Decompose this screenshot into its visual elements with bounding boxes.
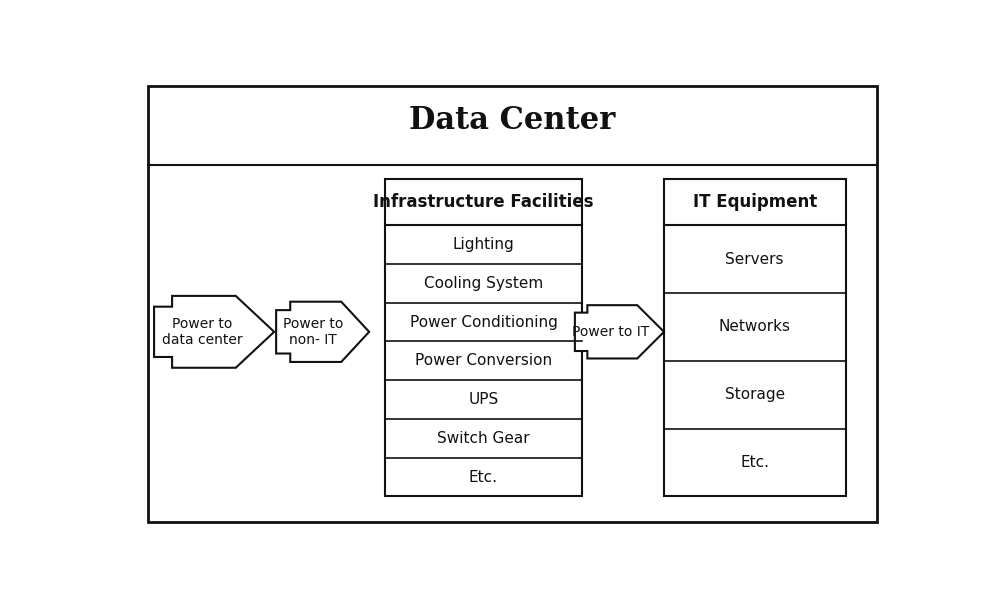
Bar: [664, 179, 846, 497]
Text: Switch Gear: Switch Gear: [437, 431, 530, 445]
Text: Servers: Servers: [725, 252, 784, 267]
Text: Power to
non- IT: Power to non- IT: [283, 317, 344, 347]
Bar: [385, 179, 582, 497]
Polygon shape: [276, 302, 369, 362]
Text: Infrastructure Facilities: Infrastructure Facilities: [373, 193, 594, 211]
Text: Etc.: Etc.: [469, 470, 498, 485]
Text: Lighting: Lighting: [453, 237, 514, 252]
Text: Power Conversion: Power Conversion: [415, 353, 552, 368]
Text: Cooling System: Cooling System: [424, 276, 543, 291]
Text: Storage: Storage: [725, 387, 785, 402]
Text: Power Conditioning: Power Conditioning: [410, 315, 557, 329]
Text: Etc.: Etc.: [740, 455, 769, 470]
Text: IT Equipment: IT Equipment: [693, 193, 817, 211]
Text: Networks: Networks: [719, 320, 791, 334]
Text: Power to IT: Power to IT: [572, 325, 649, 339]
Polygon shape: [154, 296, 274, 368]
Text: UPS: UPS: [468, 392, 499, 407]
Text: Power to
data center: Power to data center: [162, 317, 242, 347]
Polygon shape: [575, 305, 664, 358]
Text: Data Center: Data Center: [409, 105, 616, 137]
